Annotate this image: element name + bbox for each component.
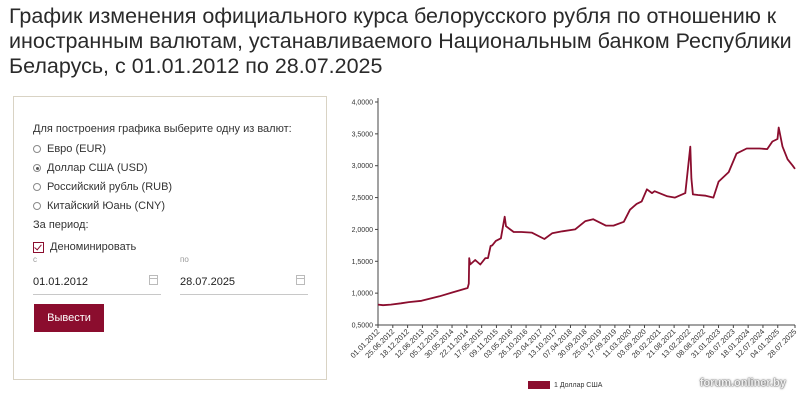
radio-cny-label: Китайский Юань (CNY) xyxy=(47,200,166,212)
exchange-rate-chart: 0,5000 1,0000 1,5000 2,0000 2,5000 3,0000 3,50… xyxy=(340,90,800,401)
y-tick-label: 0,5000 xyxy=(352,323,374,330)
radio-rub-circle[interactable] xyxy=(33,183,41,191)
radio-eur-label: Евро (EUR) xyxy=(47,143,107,155)
radio-eur[interactable]: Евро (EUR) xyxy=(33,143,106,155)
legend-swatch xyxy=(528,381,550,389)
to-caption: по xyxy=(180,255,189,264)
watermark: forum.onliner.by xyxy=(699,377,786,389)
denominate-label: Деноминировать xyxy=(50,241,137,253)
date-to-input[interactable]: 28.07.2025 xyxy=(180,275,308,295)
calendar-icon[interactable] xyxy=(149,275,158,285)
legend-label: 1 Доллар США xyxy=(554,381,603,389)
radio-rub[interactable]: Российский рубль (RUB) xyxy=(33,181,172,193)
y-tick-label: 2,0000 xyxy=(352,227,374,234)
radio-cny[interactable]: Китайский Юань (CNY) xyxy=(33,200,165,212)
y-tick-label: 1,0000 xyxy=(352,291,374,298)
y-tick-label: 1,5000 xyxy=(352,259,374,266)
denominate-checkbox[interactable] xyxy=(33,241,44,253)
from-caption: с xyxy=(33,255,37,264)
calendar-icon[interactable] xyxy=(296,275,305,285)
page-title: График изменения официального курса бело… xyxy=(9,4,792,78)
chart-legend: 1 Доллар США xyxy=(528,381,602,389)
radio-usd[interactable]: Доллар США (USD) xyxy=(33,162,148,174)
currency-form-panel: Для построения графика выберите одну из … xyxy=(13,96,327,380)
usd-rate-series-line xyxy=(377,126,796,307)
radio-cny-circle[interactable] xyxy=(33,202,41,210)
chart-svg: 0,5000 1,0000 1,5000 2,0000 2,5000 3,0000 3,50… xyxy=(349,98,798,360)
form-prompt: Для построения графика выберите одну из … xyxy=(33,123,292,135)
radio-usd-label: Доллар США (USD) xyxy=(47,162,148,174)
date-from-input[interactable]: 01.01.2012 xyxy=(33,275,161,295)
submit-button[interactable]: Вывести xyxy=(34,304,104,332)
y-tick-label: 3,5000 xyxy=(352,131,374,138)
radio-usd-circle[interactable] xyxy=(33,164,41,172)
y-tick-label: 3,0000 xyxy=(352,163,374,170)
date-from-value[interactable]: 01.01.2012 xyxy=(33,276,89,288)
period-label: За период: xyxy=(33,219,89,231)
y-tick-label: 2,5000 xyxy=(352,195,374,202)
radio-eur-circle[interactable] xyxy=(33,145,41,153)
radio-rub-label: Российский рубль (RUB) xyxy=(47,181,173,193)
y-tick-label: 4,0000 xyxy=(352,100,374,107)
date-to-value[interactable]: 28.07.2025 xyxy=(180,276,236,288)
denominate-checkbox-row[interactable]: Деноминировать xyxy=(33,241,136,253)
